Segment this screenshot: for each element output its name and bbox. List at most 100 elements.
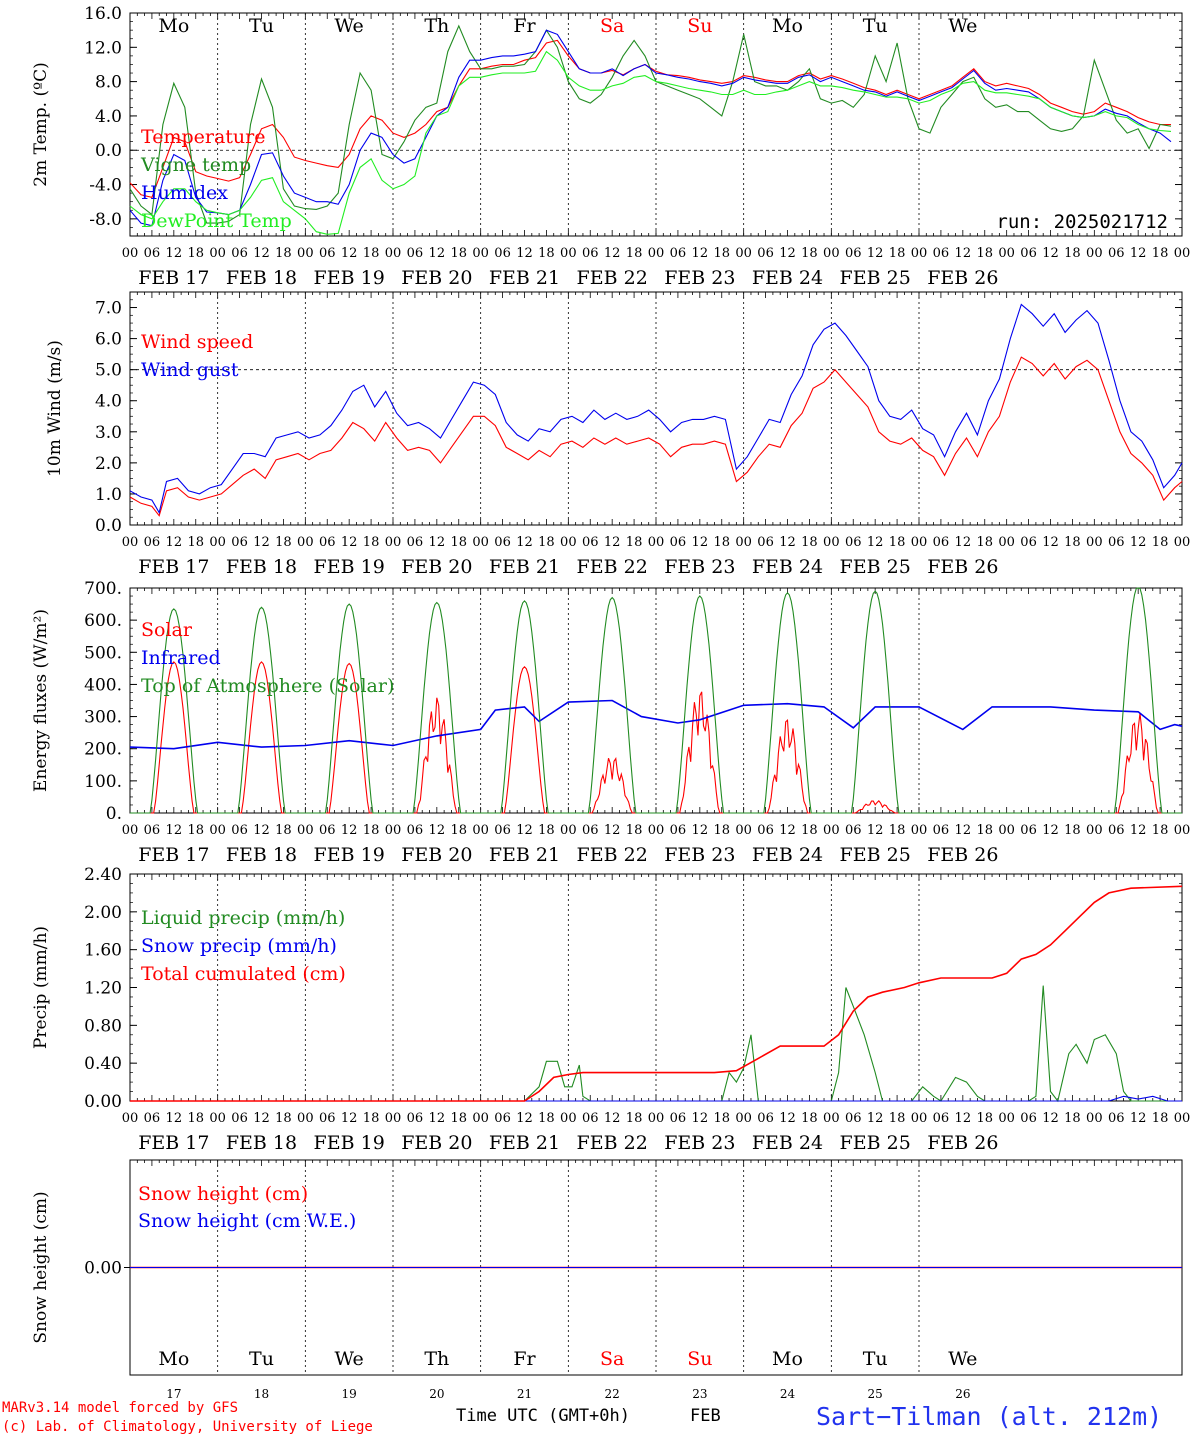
x-tick-label: 12	[1130, 535, 1147, 550]
date-label: FEB 26	[927, 844, 998, 866]
x-tick-label: 06	[670, 246, 687, 261]
x-tick-label: 00	[385, 823, 402, 838]
x-tick-label: 00	[209, 535, 226, 550]
weekday-label: We	[948, 1348, 977, 1370]
day-number-label: 23	[692, 1387, 707, 1401]
series-line-dewpoint-temp	[129, 50, 1172, 235]
x-tick-label: 06	[144, 823, 161, 838]
x-tick-label: 12	[604, 246, 621, 261]
legend-entry: Snow height (cm)	[138, 1183, 308, 1205]
x-tick-label: 18	[1152, 246, 1169, 261]
x-tick-label: 00	[735, 823, 752, 838]
date-label: FEB 20	[401, 1132, 472, 1154]
x-tick-label: 12	[253, 1111, 270, 1126]
series-line-wind-speed	[129, 356, 1183, 517]
x-tick-label: 00	[735, 535, 752, 550]
x-tick-label: 12	[1130, 823, 1147, 838]
x-tick-label: 06	[231, 1111, 248, 1126]
weekday-label: Tu	[863, 15, 888, 37]
panel-1: -8.0 -4.0 0.0 4.0 8.0 12.0 16.0 2m Temp. (ºC) Te…	[31, 4, 1190, 289]
weekday-label: Fr	[513, 15, 536, 37]
date-label: FEB 23	[664, 1132, 735, 1154]
x-tick-label: 06	[494, 246, 511, 261]
x-tick-label: 00	[122, 1111, 139, 1126]
y-tick-label: 100.	[84, 772, 122, 792]
date-label: FEB 17	[138, 1132, 209, 1154]
x-tick-label: 06	[845, 823, 862, 838]
x-tick-label: 18	[363, 823, 380, 838]
x-tick-label: 18	[363, 535, 380, 550]
day-number-label: 17	[166, 1387, 181, 1401]
x-tick-label: 18	[713, 535, 730, 550]
x-tick-label: 06	[494, 535, 511, 550]
x-tick-label: 00	[998, 1111, 1015, 1126]
y-axis-label: 10m Wind (m/s)	[45, 340, 65, 477]
series-line-total-cumulated-cm-	[130, 885, 1183, 1102]
legend-entry: Wind speed	[141, 331, 253, 353]
x-tick-label: 06	[1108, 246, 1125, 261]
x-tick-label: 18	[889, 246, 906, 261]
y-tick-label: 4.0	[95, 107, 122, 127]
x-tick-label: 00	[1086, 823, 1103, 838]
x-tick-label: 06	[407, 823, 424, 838]
x-tick-label: 06	[670, 1111, 687, 1126]
date-label: FEB 23	[664, 844, 735, 866]
x-tick-label: 06	[319, 1111, 336, 1126]
x-tick-label: 00	[560, 535, 577, 550]
date-label: FEB 22	[577, 1132, 648, 1154]
x-tick-label: 12	[604, 823, 621, 838]
x-tick-label: 00	[1174, 1111, 1191, 1126]
x-tick-label: 00	[1174, 535, 1191, 550]
x-tick-label: 18	[626, 246, 643, 261]
x-tick-label: 18	[1152, 1111, 1169, 1126]
x-tick-label: 06	[845, 535, 862, 550]
x-tick-label: 06	[670, 535, 687, 550]
x-tick-label: 00	[648, 823, 665, 838]
y-tick-label: 7.0	[95, 299, 122, 319]
date-label: FEB 22	[577, 844, 648, 866]
date-label: FEB 26	[927, 556, 998, 578]
weekday-label: Su	[687, 15, 712, 37]
x-tick-label: 00	[297, 1111, 314, 1126]
x-tick-label: 06	[582, 823, 599, 838]
y-tick-label: -8.0	[89, 210, 122, 230]
y-tick-label: 200.	[84, 740, 122, 760]
x-tick-label: 12	[516, 246, 533, 261]
x-tick-label: 00	[735, 246, 752, 261]
x-axis-label: Time UTC (GMT+0h)	[456, 1406, 630, 1426]
x-tick-label: 12	[166, 1111, 183, 1126]
x-tick-label: 00	[385, 246, 402, 261]
x-tick-label: 12	[955, 246, 972, 261]
x-tick-label: 18	[275, 1111, 292, 1126]
x-tick-label: 06	[144, 1111, 161, 1126]
x-tick-label: 06	[407, 1111, 424, 1126]
date-label: FEB 19	[314, 844, 385, 866]
day-number-label: 22	[605, 1387, 620, 1401]
x-tick-label: 12	[429, 1111, 446, 1126]
x-tick-label: 12	[604, 1111, 621, 1126]
x-tick-label: 06	[670, 823, 687, 838]
panel-5: 0.00 Snow height (cm) Snow height (cm) Snow…	[31, 1159, 1183, 1376]
x-tick-label: 00	[648, 535, 665, 550]
series-line-humidex	[129, 29, 1172, 227]
x-tick-label: 18	[889, 535, 906, 550]
x-tick-label: 06	[144, 246, 161, 261]
day-number-label: 20	[429, 1387, 444, 1401]
date-label: FEB 25	[840, 267, 911, 289]
day-number-label: 25	[868, 1387, 883, 1401]
x-tick-label: 00	[472, 1111, 489, 1126]
legend-entry: Wind gust	[141, 359, 239, 381]
date-label: FEB 18	[226, 556, 297, 578]
day-number-label: 24	[780, 1387, 796, 1401]
series-line-temperature	[129, 39, 1171, 199]
x-tick-label: 06	[757, 1111, 774, 1126]
x-tick-label: 18	[801, 1111, 818, 1126]
x-tick-label: 06	[757, 535, 774, 550]
y-tick-label: 0.00	[84, 1259, 122, 1279]
weekday-label: Mo	[772, 15, 803, 37]
date-label: FEB 20	[401, 844, 472, 866]
x-tick-label: 18	[976, 823, 993, 838]
x-tick-label: 18	[538, 823, 555, 838]
x-tick-label: 18	[275, 823, 292, 838]
weekday-label: Sa	[600, 1348, 624, 1370]
